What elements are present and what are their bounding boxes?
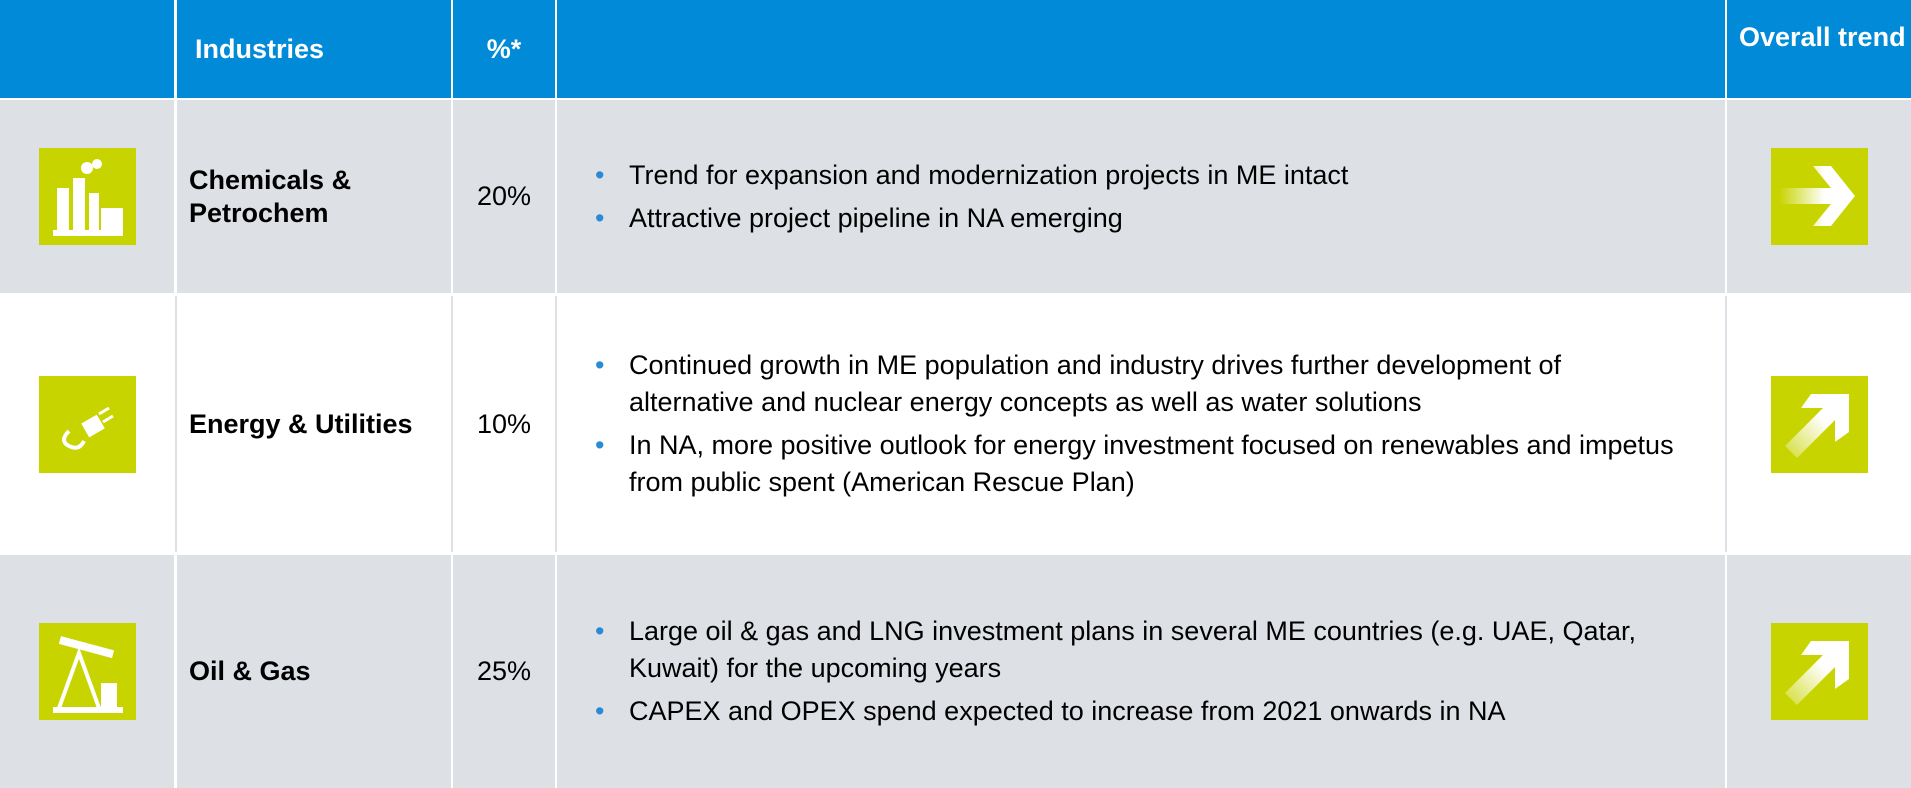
trend-icon [1770,148,1868,245]
trend-cell [1727,296,1911,552]
header-cell: Industries [177,0,451,98]
percent-cell: 25% [453,555,555,788]
separator [175,296,177,552]
industry-cell: Energy & Utilities [177,296,451,552]
trend-cell [1727,100,1911,293]
separator [1725,296,1727,552]
industry-icon [0,555,174,788]
icon [38,375,136,473]
header-cell: Overall trend [1727,0,1911,98]
header-cell [557,0,1725,98]
bullet-list: Trend for expansion and modernization pr… [557,151,1388,243]
trend-icon [1770,623,1868,720]
bullet: CAPEX and OPEX spend expected to increas… [595,693,1685,730]
bullet: Continued growth in ME population and in… [595,347,1685,421]
header-cell [0,0,174,98]
percent-cell: 10% [453,296,555,552]
trend-icon [1770,375,1868,473]
industry-icon [0,296,174,552]
bullet: Trend for expansion and modernization pr… [595,157,1348,194]
industry-cell: Chemicals & Petrochem [177,100,451,293]
bullets-cell: Continued growth in ME population and in… [557,296,1725,552]
industry-icon [0,100,174,293]
bullets-cell: Trend for expansion and modernization pr… [557,100,1725,293]
bullets-cell: Large oil & gas and LNG investment plans… [557,555,1725,788]
industry-percent: 25% [476,656,532,686]
industry-name: Energy & Utilities [189,408,413,439]
bullet-list: Continued growth in ME population and in… [557,341,1725,507]
industry-name: Chemicals & Petrochem [189,164,352,228]
icon [38,148,136,245]
header-cell: %* [453,0,555,98]
bullet-list: Large oil & gas and LNG investment plans… [557,607,1725,736]
industry-percent: 10% [476,408,532,439]
industry-cell: Oil & Gas [177,555,451,788]
industry-percent: 20% [476,181,532,211]
separator [555,296,557,552]
bullet: Large oil & gas and LNG investment plans… [595,613,1685,687]
industry-name: Oil & Gas [189,656,311,686]
bullet: Attractive project pipeline in NA emergi… [595,200,1348,237]
percent-cell: 20% [453,100,555,293]
trend-cell [1727,555,1911,788]
bullet: In NA, more positive outlook for energy … [595,427,1685,501]
header-industries: Industries [195,33,325,64]
header-trend: Overall trend [1739,22,1906,52]
separator [451,296,453,552]
icon [38,623,136,720]
header-percent: %* [486,33,522,64]
